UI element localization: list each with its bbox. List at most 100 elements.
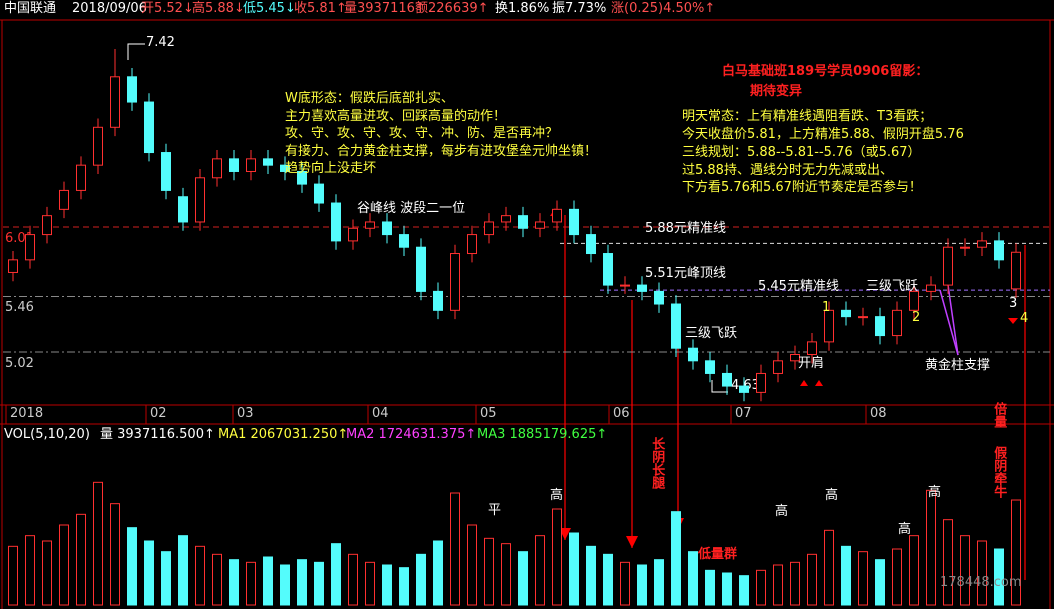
annotation: 期待变异: [750, 83, 802, 99]
candle-body: [654, 290, 664, 305]
volume-bar: [314, 561, 324, 606]
candle-body: [841, 309, 851, 318]
annotation: 1: [822, 300, 830, 315]
volume-bar: [365, 561, 375, 606]
volume-bar: [603, 553, 613, 606]
candle-body: [178, 196, 188, 223]
volume-bar: [93, 481, 103, 606]
volume-bar: [586, 545, 596, 606]
volume-bar: [399, 567, 409, 606]
candle-body: [314, 183, 324, 204]
header-item: 2018/09/06: [72, 1, 147, 16]
volume-bar: [263, 556, 273, 606]
candle-body: [518, 215, 528, 229]
candle-body: [246, 158, 256, 172]
candle-body: [926, 284, 936, 292]
volume-bar: [960, 535, 970, 606]
candle-body: [42, 215, 52, 236]
annotation: 178448.com: [940, 575, 1022, 590]
volume-bar: [331, 543, 341, 606]
header-item: 换1.86%: [495, 1, 549, 16]
candle-body: [637, 284, 647, 292]
volume-bar: [909, 535, 919, 606]
volume-bar: [722, 572, 732, 606]
volume-bar: [569, 532, 579, 606]
volume-bar: [790, 561, 800, 606]
candle-body: [943, 246, 953, 286]
high-label: 7.42: [146, 35, 175, 50]
annotation: 高: [825, 487, 838, 503]
candle-body: [773, 360, 783, 374]
low-leader: [711, 380, 728, 393]
volume-bar: [773, 564, 783, 606]
x-tick-label: 08: [870, 406, 887, 421]
x-tick-label: 2018: [10, 406, 43, 421]
annotation: 有接力、合力黄金柱支撑，每步有进攻堡垒元帅坐镇！: [285, 143, 597, 159]
annotation: 趋势向上没走坏: [285, 160, 376, 176]
candle-body: [960, 246, 970, 249]
volume-bar: [1011, 499, 1021, 606]
candle-body: [790, 354, 800, 362]
candle-body: [399, 234, 409, 248]
volume-bar: [433, 540, 443, 606]
volume-bar: [484, 537, 494, 606]
volume-bar: [756, 569, 766, 606]
volume-bar: [8, 545, 18, 606]
candle-body: [671, 303, 681, 349]
volume-bar: [161, 551, 171, 606]
annotation: 4: [1020, 311, 1028, 326]
x-tick-label: 03: [237, 406, 254, 421]
volume-bar: [977, 540, 987, 606]
volume-header-item: 量 3937116.500↑: [100, 427, 215, 442]
candle-body: [195, 177, 205, 223]
candle-body: [705, 360, 715, 374]
annotation: 高: [898, 521, 911, 537]
annotation: 明天常态：上有精准线遇阻看跌、T3看跌；: [682, 108, 932, 124]
volume-bar: [195, 545, 205, 606]
annotation: 下方看5.76和5.67附近节奏定是否参与！: [682, 179, 922, 195]
volume-header-item: VOL(5,10,20): [4, 427, 90, 442]
annotation: 三线规划：5.88--5.81--5.76（或5.67）: [682, 145, 921, 160]
candle-body: [824, 309, 834, 343]
volume-bar: [178, 535, 188, 606]
volume-bar: [42, 540, 52, 606]
volume-bar: [858, 551, 868, 606]
candle-body: [552, 208, 562, 223]
candle-body: [93, 126, 103, 166]
volume-bar: [416, 553, 426, 606]
candle-body: [977, 240, 987, 248]
x-tick-label: 02: [150, 406, 167, 421]
high-leader: [127, 43, 145, 60]
candle-body: [484, 221, 494, 236]
x-tick-label: 04: [372, 406, 389, 421]
volume-bar: [25, 535, 35, 606]
annotation: 过5.88持、遇线分时无力先减或出、: [682, 163, 893, 178]
volume-bar: [637, 564, 647, 606]
annotation: 白马基础班189号学员0906留影：: [722, 63, 928, 79]
volume-bar: [926, 489, 936, 606]
x-tick-label: 07: [735, 406, 752, 421]
volume-bar: [59, 524, 69, 606]
header-item: 中国联通: [4, 1, 56, 16]
volume-bar: [76, 513, 86, 606]
annotation: 倍量: [991, 401, 1007, 429]
candle-body: [688, 347, 698, 362]
volume-bar: [535, 535, 545, 606]
annotation: 长阴长腿: [649, 436, 665, 490]
candle-body: [382, 221, 392, 236]
volume-bar: [841, 545, 851, 606]
volume-bar: [943, 519, 953, 606]
annotation: 高: [775, 503, 788, 519]
volume-header-item: MA2 1724631.375↑: [346, 427, 476, 442]
volume-bar: [518, 551, 528, 606]
annotation: 三级飞跃: [866, 279, 918, 294]
annotation: 黄金柱支撑: [925, 357, 990, 373]
candle-body: [467, 234, 477, 255]
candle-body: [535, 221, 545, 229]
annotation: 主力喜欢高量进攻、回踩高量的动作！: [285, 108, 506, 124]
low-label: 4.63: [731, 378, 760, 393]
volume-bar: [348, 553, 358, 606]
volume-bar: [110, 503, 120, 606]
